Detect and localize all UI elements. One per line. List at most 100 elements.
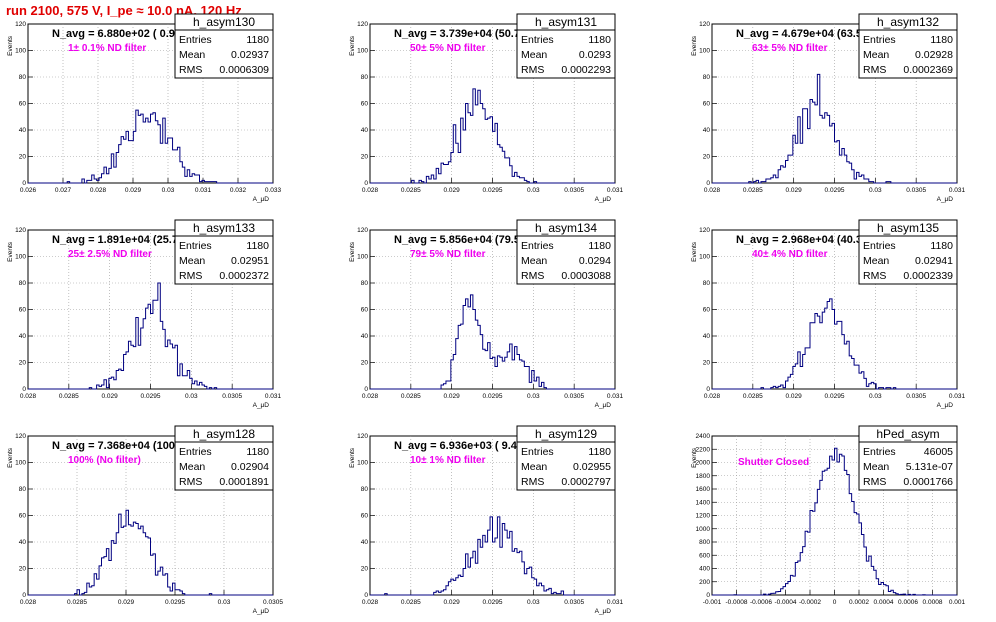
stats-key: Entries — [179, 34, 212, 46]
filter-label: 79± 5% ND filter — [410, 249, 486, 260]
y-tick-label: 100 — [15, 48, 26, 55]
filter-label: Shutter Closed — [738, 457, 809, 468]
y-tick-label: 60 — [19, 101, 27, 108]
stats-box — [516, 425, 616, 491]
stats-value: 1180 — [246, 34, 269, 46]
stats-value: 1180 — [930, 34, 953, 46]
x-tick-label: 0.0295 — [483, 599, 503, 606]
y-tick-label: 40 — [703, 333, 711, 340]
stats-key: Entries — [863, 34, 896, 46]
stats-value: 0.0001766 — [903, 476, 953, 488]
y-tick-label: 120 — [15, 21, 26, 28]
y-tick-label: 60 — [361, 101, 369, 108]
stats-hist-name: h_asym135 — [877, 221, 939, 235]
x-tick-label: 0.0008 — [923, 599, 943, 606]
x-tick-label: 0.03 — [527, 393, 540, 400]
x-axis-label: A_μD — [937, 402, 954, 409]
navg-label: N_avg = 6.880e+02 ( 0.9 %) — [52, 28, 192, 40]
x-tick-label: 0.0002 — [849, 599, 869, 606]
stats-key: Entries — [521, 34, 554, 46]
x-tick-label: 0.0295 — [825, 393, 845, 400]
x-tick-label: 0.0295 — [483, 187, 503, 194]
y-tick-label: 120 — [15, 433, 26, 440]
y-tick-label: 100 — [357, 48, 368, 55]
y-axis-label: Events — [349, 447, 356, 468]
x-tick-label: 0.029 — [118, 599, 135, 606]
x-tick-label: 0.029 — [125, 187, 142, 194]
y-tick-label: 40 — [361, 539, 369, 546]
y-tick-label: 100 — [15, 254, 26, 261]
y-tick-label: 40 — [19, 539, 27, 546]
stats-hist-name: hPed_asym — [876, 427, 939, 441]
x-tick-label: 0.0285 — [67, 599, 87, 606]
panel-h_asym133: 0.028 0.0285 0.029 0.0295 0.03 0.0305 0.031 0 20… — [7, 219, 282, 409]
x-tick-label: 0.033 — [265, 187, 282, 194]
stats-key: Mean — [521, 255, 547, 267]
x-tick-label: 0.028 — [90, 187, 107, 194]
y-tick-label: 100 — [357, 460, 368, 467]
filter-label: 1± 0.1% ND filter — [68, 43, 146, 54]
stats-value: 0.02937 — [231, 49, 269, 61]
y-tick-label: 80 — [703, 280, 711, 287]
y-tick-label: 40 — [703, 127, 711, 134]
filter-label: 50± 5% ND filter — [410, 43, 486, 54]
stats-key: Mean — [179, 255, 205, 267]
x-tick-label: 0.0285 — [59, 393, 79, 400]
stats-key: RMS — [863, 476, 886, 488]
stats-key: Entries — [179, 446, 212, 458]
x-tick-label: 0.03 — [162, 187, 175, 194]
x-tick-label: 0.0305 — [263, 599, 283, 606]
x-axis-label: A_μD — [253, 402, 270, 409]
stats-key: Entries — [179, 240, 212, 252]
x-axis-label: A_μD — [595, 608, 612, 615]
x-tick-label: 0.0305 — [564, 599, 584, 606]
stats-value: 5.131e-07 — [906, 461, 953, 473]
navg-label: N_avg = 2.968e+04 (40.3 %) — [736, 234, 879, 246]
x-tick-label: 0.03 — [185, 393, 198, 400]
y-tick-label: 100 — [15, 460, 26, 467]
histogram-line — [370, 516, 615, 596]
histogram-line — [28, 109, 273, 184]
stats-box — [516, 13, 616, 79]
navg-label: N_avg = 3.739e+04 (50.7 %) — [394, 28, 537, 40]
x-tick-label: -0.0006 — [750, 599, 772, 606]
y-axis-label: Events — [691, 241, 698, 262]
x-tick-label: -0.001 — [703, 599, 722, 606]
stats-key: Mean — [521, 461, 547, 473]
y-tick-label: 40 — [19, 333, 27, 340]
filter-label: 63± 5% ND filter — [752, 43, 828, 54]
y-tick-label: 0 — [364, 386, 368, 393]
panel-h_asym134: 0.028 0.0285 0.029 0.0295 0.03 0.0305 0.031 0 20… — [349, 219, 624, 409]
stats-key: RMS — [521, 270, 544, 282]
x-tick-label: 0.028 — [362, 599, 379, 606]
y-tick-label: 40 — [361, 127, 369, 134]
x-tick-label: 0.03 — [869, 393, 882, 400]
stats-value: 1180 — [246, 446, 269, 458]
stats-hist-name: h_asym129 — [535, 427, 597, 441]
x-axis-label: A_μD — [595, 196, 612, 203]
y-tick-label: 120 — [357, 227, 368, 234]
y-tick-label: 600 — [699, 552, 710, 559]
x-tick-label: 0.029 — [786, 187, 803, 194]
x-tick-label: 0.031 — [949, 187, 966, 194]
y-tick-label: 80 — [703, 74, 711, 81]
stats-value: 0.02951 — [231, 255, 269, 267]
stats-key: RMS — [179, 270, 202, 282]
x-tick-label: 0.0295 — [141, 393, 161, 400]
y-tick-label: 80 — [361, 486, 369, 493]
x-tick-label: 0.028 — [704, 187, 721, 194]
x-tick-label: 0.031 — [607, 187, 624, 194]
x-tick-label: -0.0002 — [799, 599, 821, 606]
stats-key: Mean — [521, 49, 547, 61]
stats-value: 0.02941 — [915, 255, 953, 267]
stats-value: 0.0002797 — [561, 476, 611, 488]
y-tick-label: 80 — [361, 74, 369, 81]
stats-key: Entries — [863, 240, 896, 252]
stats-hist-name: h_asym133 — [193, 221, 255, 235]
x-tick-label: 0.0006 — [898, 599, 918, 606]
stats-value: 1180 — [930, 240, 953, 252]
y-axis-label: Events — [691, 35, 698, 56]
x-tick-label: 0.028 — [704, 393, 721, 400]
panel-h_asym131: 0.028 0.0285 0.029 0.0295 0.03 0.0305 0.031 0 20… — [349, 13, 624, 203]
histogram-line — [28, 282, 273, 390]
